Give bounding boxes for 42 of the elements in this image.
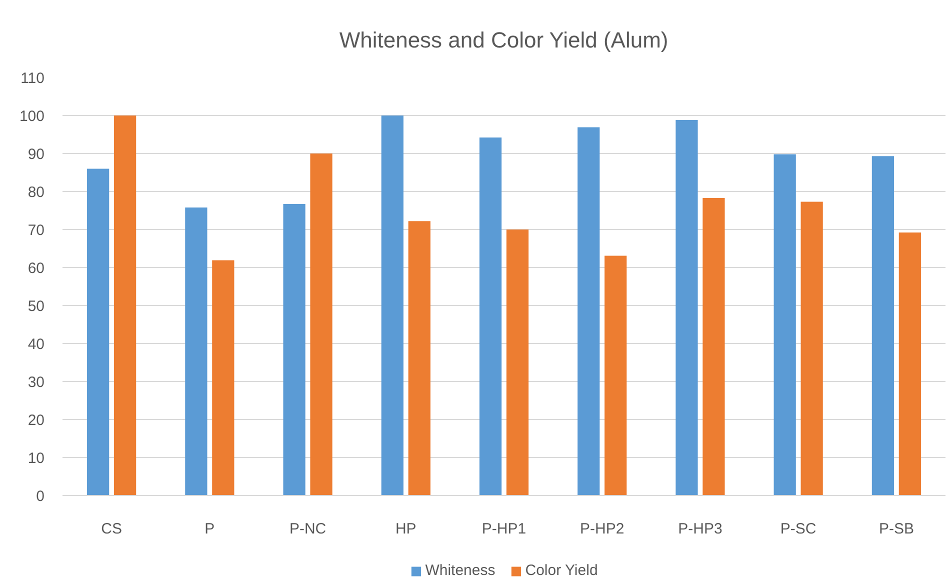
y-tick-label: 70: [28, 222, 45, 239]
bar: [604, 256, 627, 496]
y-tick-label: 110: [20, 70, 45, 87]
x-tick-label: P-NC: [289, 520, 326, 538]
x-tick-label: P-HP1: [482, 520, 526, 538]
bar: [872, 156, 894, 496]
bar: [87, 168, 110, 496]
bar: [800, 202, 823, 496]
y-tick-label: 50: [28, 298, 45, 315]
y-tick-label: 20: [28, 412, 45, 429]
y-tick-label: 100: [19, 108, 45, 125]
bar: [381, 116, 404, 496]
bar: [506, 230, 529, 496]
bar: [479, 138, 502, 496]
y-tick-label: 30: [28, 374, 45, 391]
bar: [408, 221, 430, 496]
bar: [702, 198, 725, 496]
x-tick-label: P-SB: [878, 520, 914, 538]
chart-title: Whiteness and Color Yield (Alum): [339, 28, 668, 52]
x-tick-label: P: [204, 520, 215, 538]
bar: [212, 260, 234, 496]
x-tick-label: P-HP2: [580, 520, 624, 538]
y-tick-label: 0: [36, 488, 44, 505]
bar: [898, 232, 921, 496]
y-tick-label: 90: [28, 146, 45, 163]
x-tick-label: P-SC: [780, 520, 816, 538]
bar: [114, 116, 136, 496]
x-tick-label: HP: [395, 520, 416, 538]
bar: [676, 120, 698, 496]
bar: [310, 154, 332, 496]
y-tick-label: 10: [28, 450, 45, 467]
x-tick-label: CS: [101, 520, 122, 538]
bar: [774, 154, 796, 496]
bar: [283, 204, 306, 496]
y-tick-label: 60: [28, 260, 45, 277]
legend-label: Whiteness: [425, 562, 496, 579]
y-tick-label: 80: [28, 184, 45, 201]
bar: [578, 127, 600, 496]
y-tick-label: 40: [28, 336, 45, 353]
bar: [185, 207, 208, 496]
legend-label: Color Yield: [525, 562, 598, 579]
x-tick-label: P-HP3: [678, 520, 722, 538]
